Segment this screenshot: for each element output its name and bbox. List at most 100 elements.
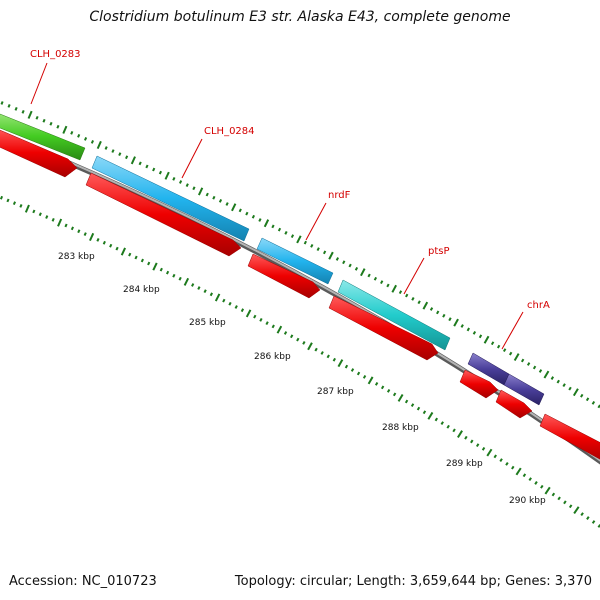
minor-tick [96, 237, 100, 242]
minor-tick [109, 243, 113, 248]
minor-tick [12, 201, 17, 206]
minor-tick [526, 362, 531, 366]
gene-label-chrA[interactable]: chrA [527, 300, 550, 311]
minor-tick [277, 227, 282, 232]
cds-arrow[interactable] [0, 128, 78, 178]
minor-tick [556, 379, 560, 384]
minor-tick [452, 428, 456, 433]
minor-tick [436, 310, 440, 315]
minor-tick [586, 516, 590, 520]
minor-tick [77, 133, 81, 138]
minor-tick [429, 307, 434, 311]
major-tick [391, 284, 397, 293]
minor-tick [185, 183, 189, 188]
major-tick [453, 318, 459, 327]
major-tick [24, 204, 30, 213]
minor-tick [228, 301, 232, 306]
forward-strand-track [0, 112, 545, 406]
minor-tick [478, 334, 483, 339]
minor-tick [466, 327, 470, 332]
gene-feature-clh0284[interactable] [91, 155, 250, 242]
gene-label-clh0284[interactable]: CLH_0284 [204, 126, 255, 137]
minor-tick [7, 104, 11, 108]
ruler-labels: 283 kbp 284 kbp 285 kbp 286 kbp 287 kbp … [58, 252, 546, 506]
gene-feature-nrdF[interactable] [256, 237, 334, 285]
gene-labels: CLH_0283 CLH_0284 nrdF ptsP chrA [30, 49, 550, 311]
gene-feature-ptsP[interactable] [337, 279, 451, 351]
minor-tick [316, 247, 320, 252]
minor-tick [128, 252, 132, 257]
major-tick [197, 187, 204, 196]
leader-line [30, 62, 48, 105]
minor-tick [111, 149, 115, 153]
minor-tick [234, 305, 238, 309]
leader-line [181, 138, 203, 179]
major-tick [515, 467, 522, 476]
minor-tick [522, 473, 527, 478]
minor-tick [405, 293, 409, 298]
minor-tick [416, 406, 421, 411]
minor-tick [218, 199, 223, 203]
minor-tick [410, 403, 415, 407]
minor-tick [83, 232, 87, 236]
major-tick [152, 262, 158, 271]
minor-tick [335, 257, 340, 261]
major-tick [214, 293, 221, 302]
gene-feature-clh0283[interactable] [0, 112, 86, 161]
minor-tick [191, 283, 195, 287]
minor-tick [152, 167, 156, 172]
minor-tick [104, 146, 108, 150]
minor-tick [38, 212, 42, 217]
minor-tick [342, 260, 346, 265]
minor-tick [6, 198, 10, 203]
minor-tick [138, 161, 142, 166]
minor-tick [496, 344, 501, 349]
minor-tick [115, 246, 119, 251]
minor-tick [19, 204, 23, 208]
minor-tick [502, 348, 507, 353]
minor-tick [380, 280, 384, 285]
cds-arrow[interactable] [459, 369, 499, 399]
major-tick [360, 268, 366, 277]
major-tick [130, 156, 136, 165]
major-tick [543, 370, 550, 379]
minor-tick [238, 208, 242, 213]
minor-tick [21, 109, 25, 114]
minor-tick [70, 226, 74, 231]
minor-tick [532, 365, 537, 370]
minor-tick [490, 341, 495, 346]
cds-arrow[interactable] [495, 389, 533, 419]
minor-tick [392, 392, 397, 397]
minor-tick [344, 364, 349, 369]
major-tick [486, 448, 493, 457]
minor-tick [172, 177, 176, 181]
cds-arrow[interactable] [328, 295, 439, 361]
major-tick [483, 335, 490, 344]
minor-tick [475, 443, 480, 448]
minor-tick [534, 481, 538, 485]
gene-label-ptsP[interactable]: ptsP [428, 246, 450, 257]
upper-tick-arc [0, 101, 600, 409]
minor-tick [460, 324, 464, 328]
major-tick [164, 171, 170, 180]
minor-tick [493, 454, 497, 459]
minor-tick [528, 477, 532, 481]
gene-feature-chrA-b[interactable] [503, 373, 545, 406]
cds-arrow[interactable] [539, 413, 600, 462]
ruler-tick-arc [0, 195, 600, 528]
gene-label-clh0283[interactable]: CLH_0283 [30, 49, 81, 60]
minor-tick [49, 121, 53, 126]
minor-tick [290, 234, 295, 238]
major-tick [276, 325, 283, 334]
minor-tick [271, 224, 275, 229]
minor-tick [464, 435, 468, 440]
cds-arrow[interactable] [85, 172, 242, 257]
gene-label-nrdF[interactable]: nrdF [328, 190, 351, 201]
major-tick [328, 251, 334, 260]
minor-tick [322, 250, 327, 255]
ruler-tick-label: 283 kbp [58, 252, 95, 262]
minor-tick [481, 446, 486, 451]
cds-arrow[interactable] [247, 253, 321, 299]
minor-tick [434, 417, 439, 422]
